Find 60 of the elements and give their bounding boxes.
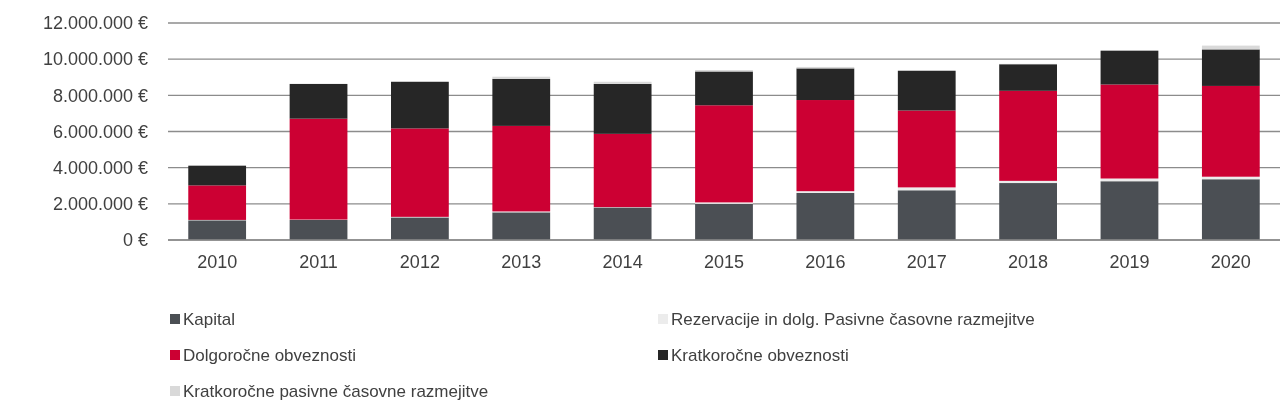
bar xyxy=(188,220,247,240)
bar xyxy=(1100,50,1159,85)
bar xyxy=(593,133,652,208)
bar xyxy=(999,180,1057,184)
bar xyxy=(593,81,652,84)
y-tick-label: 2.000.000 € xyxy=(52,194,148,215)
legend-label: Rezervacije in dolg. Pasivne časovne razmejitve xyxy=(671,309,1035,329)
x-tick-label: 2015 xyxy=(703,252,745,272)
bar xyxy=(492,78,551,126)
bar xyxy=(695,71,753,106)
y-tick-label: 8.000.000 € xyxy=(52,85,148,106)
x-tick-label: 2016 xyxy=(805,252,846,272)
bar xyxy=(289,118,348,220)
x-tick-label: 2019 xyxy=(1109,252,1150,272)
x-tick-label: 2017 xyxy=(906,252,947,272)
bar xyxy=(897,70,956,111)
bar xyxy=(492,212,551,240)
x-tick-label: 2010 xyxy=(197,252,238,272)
bar xyxy=(999,183,1057,240)
bar xyxy=(1100,181,1159,240)
x-tick-label: 2014 xyxy=(602,252,643,272)
y-tick-label: 6.000.000 € xyxy=(52,121,148,142)
x-tick-label: 2012 xyxy=(399,252,440,272)
legend-label: Kratkoročne pasivne časovne razmejitve xyxy=(183,381,489,401)
y-tick-label: 10.000.000 € xyxy=(42,49,148,70)
x-tick-label: 2018 xyxy=(1008,252,1049,272)
bar xyxy=(391,217,449,240)
y-tick-label: 4.000.000 € xyxy=(52,157,148,178)
bar xyxy=(897,187,956,191)
bar xyxy=(492,125,551,212)
bar xyxy=(897,110,956,188)
bar xyxy=(1100,84,1159,179)
bar xyxy=(897,190,956,240)
bar xyxy=(188,165,247,186)
legend-label: Kratkoročne obveznosti xyxy=(671,345,849,365)
legend-label: Dolgoročne obveznosti xyxy=(183,345,356,365)
bar xyxy=(391,81,449,129)
x-tick-label: 2020 xyxy=(1210,252,1251,272)
legend-label: Kapital xyxy=(183,309,235,329)
bar xyxy=(796,192,855,240)
bar xyxy=(999,64,1057,91)
y-tick-label: 12.000.000 € xyxy=(42,13,148,34)
bar xyxy=(593,207,652,240)
bar xyxy=(492,76,551,79)
bar xyxy=(1201,85,1260,177)
bar xyxy=(289,219,348,240)
bar xyxy=(593,83,652,134)
x-tick-label: 2013 xyxy=(501,252,542,272)
bar xyxy=(999,90,1057,181)
bar xyxy=(1201,179,1260,240)
bar xyxy=(289,83,348,119)
bar xyxy=(1201,49,1260,86)
bar xyxy=(796,68,855,101)
bar xyxy=(188,185,247,220)
bar xyxy=(391,128,449,217)
bar xyxy=(695,105,753,203)
bar xyxy=(796,100,855,192)
y-tick-label: 0 € xyxy=(122,230,148,251)
x-tick-label: 2011 xyxy=(299,252,338,272)
bar xyxy=(695,203,753,240)
